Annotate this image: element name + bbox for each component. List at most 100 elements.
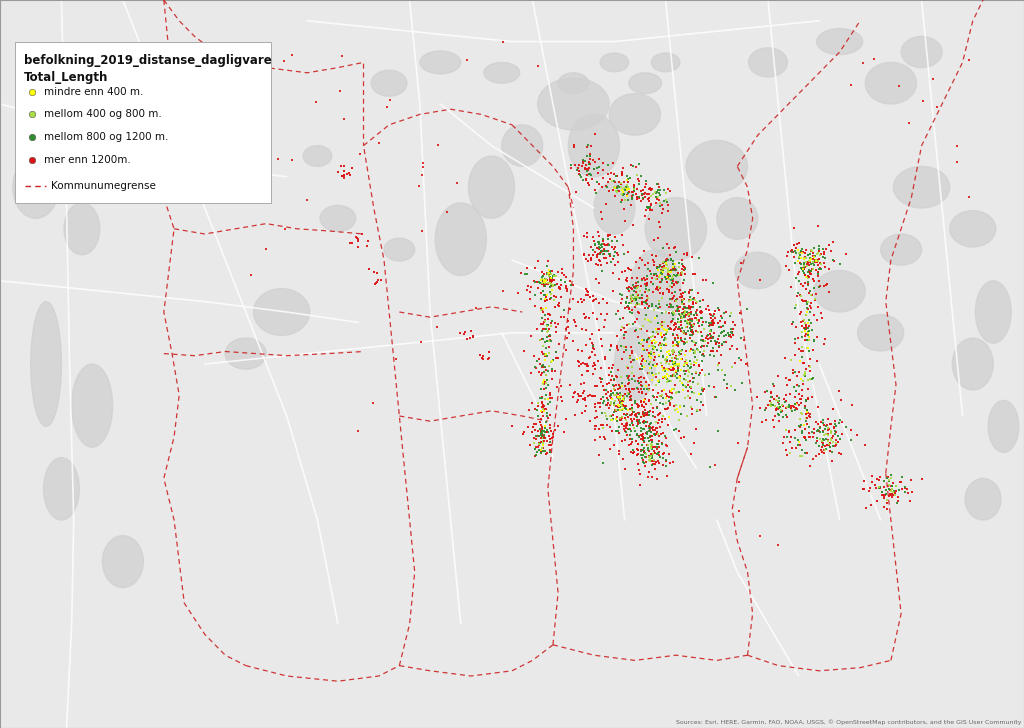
Point xyxy=(688,306,705,318)
Point xyxy=(459,333,475,345)
Point xyxy=(668,306,684,317)
Point xyxy=(705,319,721,331)
Point xyxy=(803,245,819,256)
Point xyxy=(795,345,811,357)
Point xyxy=(671,258,687,269)
Point xyxy=(662,323,678,334)
Point xyxy=(665,270,681,282)
Point xyxy=(677,314,693,326)
Point xyxy=(796,258,812,269)
Point xyxy=(581,179,597,191)
Point xyxy=(800,272,816,284)
Point xyxy=(894,471,910,483)
Point xyxy=(652,428,669,440)
Point xyxy=(573,391,590,403)
Point xyxy=(881,491,897,502)
Point xyxy=(546,269,562,281)
Point xyxy=(616,182,633,194)
Point xyxy=(628,324,644,336)
Point xyxy=(769,395,785,407)
Point xyxy=(628,188,644,199)
Point xyxy=(794,262,810,274)
Point xyxy=(883,489,899,501)
Point xyxy=(794,408,810,420)
Point xyxy=(663,316,679,328)
Point xyxy=(806,427,822,439)
Point xyxy=(797,400,813,411)
Point xyxy=(694,317,711,328)
Point xyxy=(672,347,688,358)
Point xyxy=(414,225,430,237)
Point xyxy=(543,335,559,347)
Point xyxy=(780,399,797,411)
Point xyxy=(590,236,606,248)
Point xyxy=(593,362,609,373)
Point xyxy=(791,253,807,264)
Point xyxy=(663,298,679,310)
Point xyxy=(820,435,837,446)
Point xyxy=(800,303,816,314)
Point xyxy=(608,425,625,437)
Point xyxy=(643,199,659,211)
Point xyxy=(613,340,630,352)
Point xyxy=(676,365,692,377)
Point xyxy=(532,293,549,304)
Point xyxy=(535,432,551,444)
Point xyxy=(598,297,614,309)
Point xyxy=(636,446,652,458)
Point xyxy=(791,343,807,355)
Point xyxy=(579,165,595,176)
Point xyxy=(243,135,259,147)
Point xyxy=(537,280,553,292)
Point xyxy=(813,446,829,458)
Point xyxy=(707,459,723,471)
Ellipse shape xyxy=(13,156,59,218)
Point xyxy=(660,373,677,385)
Point xyxy=(670,332,686,344)
Point xyxy=(594,238,610,250)
Point xyxy=(600,397,616,409)
Point xyxy=(664,315,680,327)
Point xyxy=(630,276,646,288)
Point xyxy=(639,416,655,427)
Point xyxy=(801,431,817,443)
Point xyxy=(666,337,682,349)
Point xyxy=(682,363,698,374)
Point xyxy=(660,284,677,296)
Point xyxy=(822,435,839,446)
Point xyxy=(653,327,670,339)
Point xyxy=(611,392,628,404)
Point xyxy=(676,338,692,349)
Point xyxy=(379,102,395,114)
Point xyxy=(589,251,605,263)
Point xyxy=(534,304,550,316)
Point xyxy=(585,249,601,261)
Point xyxy=(642,454,658,465)
Point xyxy=(663,271,679,282)
Point xyxy=(542,282,558,293)
Point xyxy=(610,180,627,191)
Point xyxy=(669,329,685,341)
Point xyxy=(792,414,808,425)
Point xyxy=(679,357,695,369)
Point xyxy=(838,248,854,260)
Point xyxy=(929,100,945,112)
Point xyxy=(582,389,598,401)
Point xyxy=(624,394,640,405)
Point xyxy=(233,129,250,141)
Point xyxy=(349,242,366,253)
Point xyxy=(675,304,691,315)
Point xyxy=(602,399,618,411)
Point xyxy=(536,429,552,440)
Point xyxy=(724,329,740,341)
Point xyxy=(628,300,644,312)
Point xyxy=(881,475,897,486)
Point xyxy=(600,245,616,257)
Point xyxy=(526,289,543,301)
Point xyxy=(797,261,813,272)
Point xyxy=(630,290,646,301)
Point xyxy=(795,320,811,331)
Point xyxy=(786,257,803,269)
Point xyxy=(621,387,637,399)
Point xyxy=(666,301,682,313)
